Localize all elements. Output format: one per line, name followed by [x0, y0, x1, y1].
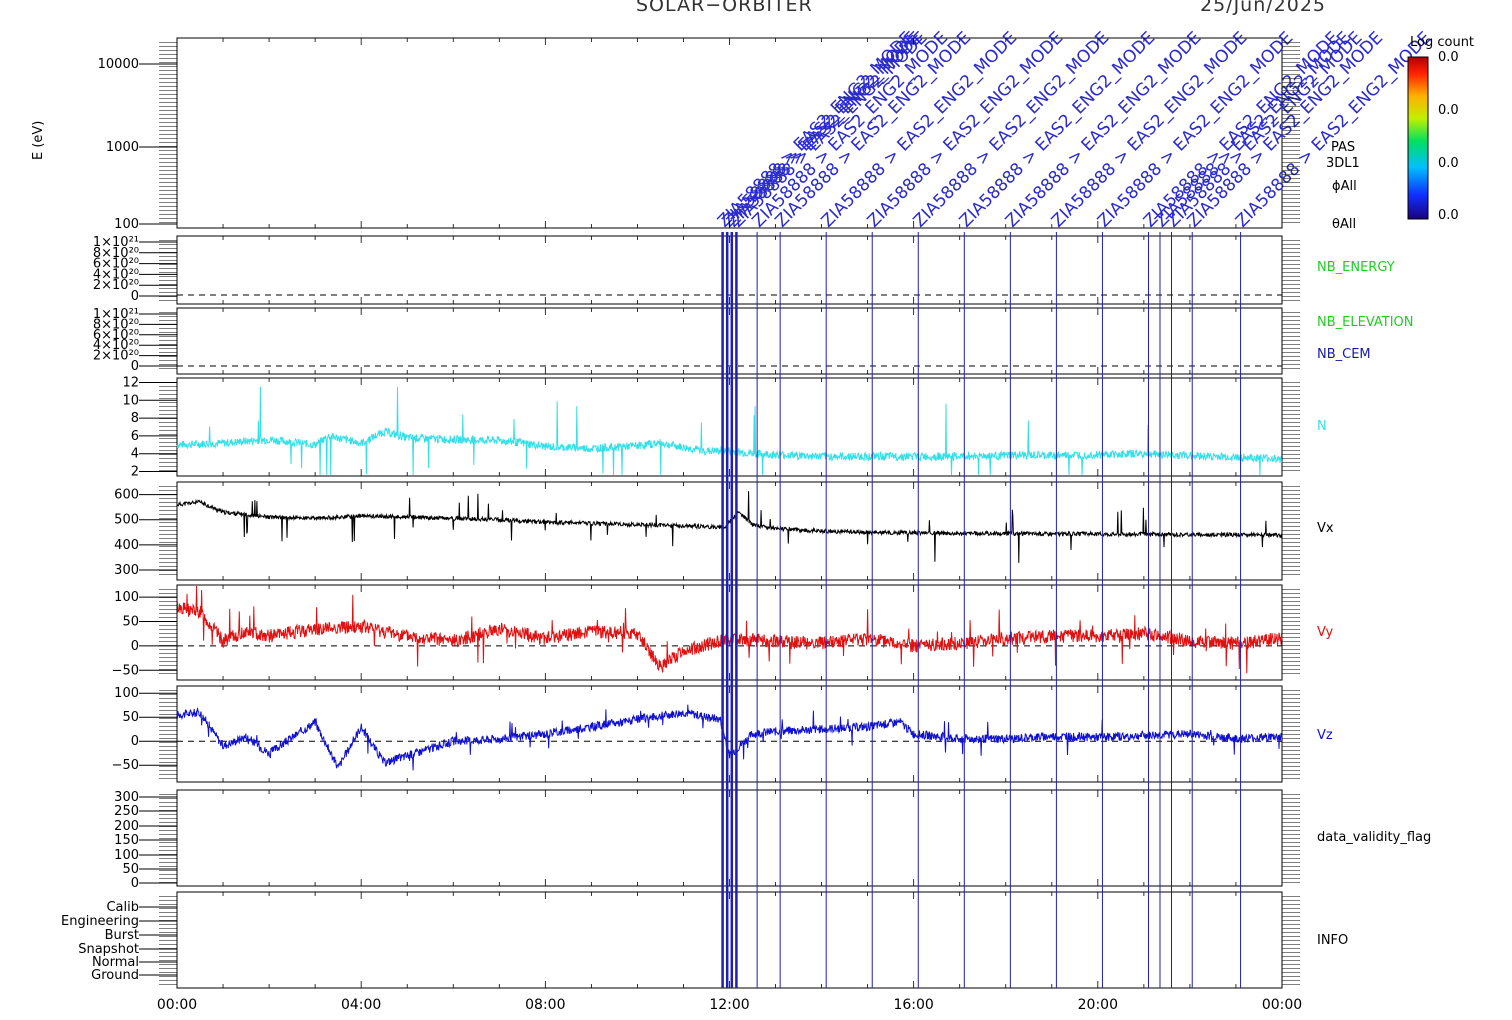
y-tick-label-n: 10 — [122, 393, 139, 408]
x-tick-label: 20:00 — [1078, 997, 1118, 1013]
y-tick-label-vy: −50 — [112, 663, 139, 678]
y-tick-label-nb_elevation: 1×10²¹ — [93, 307, 139, 322]
colorbar-title: Log count — [1410, 35, 1475, 50]
panel-frame-vx — [176, 481, 1283, 581]
colorbar — [1407, 56, 1429, 220]
label-n: N — [1317, 419, 1327, 434]
x-tick-label: 16:00 — [893, 997, 933, 1013]
y-tick-label-n: 6 — [131, 429, 139, 444]
colorbar-tick: 0.0 — [1438, 50, 1459, 65]
y-tick-label-n: 8 — [131, 411, 139, 426]
panel-frame-n — [176, 377, 1283, 477]
label-pas: PAS — [1331, 140, 1356, 155]
y-tick-label-nb_elevation: 4×10²⁰ — [93, 338, 139, 353]
series-line-n — [176, 386, 1283, 476]
label-vy: Vy — [1317, 625, 1334, 640]
y-tick-label-energy: 1000 — [106, 140, 139, 155]
series-line-vx — [176, 491, 1283, 563]
series-line-vz — [176, 704, 1283, 771]
y-tick-label-validity: 0 — [131, 876, 139, 891]
y-tick-label-nb_energy: 4×10²⁰ — [93, 267, 139, 282]
x-tick-label: 00:00 — [157, 997, 197, 1013]
y-tick-label-info: Calib — [106, 900, 139, 915]
y-tick-label-vz: 50 — [122, 710, 139, 725]
label-nb-energy: NB_ENERGY — [1317, 260, 1395, 275]
y-tick-label-nb_energy: 8×10²⁰ — [93, 246, 139, 261]
y-tick-label-info: Burst — [105, 928, 139, 943]
label-theta: θAll — [1332, 217, 1357, 232]
x-tick-label: 00:00 — [1262, 997, 1302, 1013]
y-tick-label-validity: 100 — [114, 848, 139, 863]
colorbar-tick: 0.0 — [1438, 103, 1459, 118]
y-tick-label-info: Normal — [92, 955, 139, 970]
label-phi: ϕAll — [1332, 179, 1357, 194]
colorbar-tick: 0.0 — [1438, 156, 1459, 171]
y-tick-label-validity: 50 — [122, 862, 139, 877]
panel-frame-nb_elevation — [176, 307, 1283, 375]
y-tick-label-n: 4 — [131, 447, 139, 462]
y-tick-label-nb_elevation: 8×10²⁰ — [93, 317, 139, 332]
y-tick-label-vz: −50 — [112, 758, 139, 773]
y-tick-label-validity: 150 — [114, 833, 139, 848]
y-tick-label-nb_energy: 6×10²⁰ — [93, 257, 139, 272]
label-vx: Vx — [1317, 521, 1334, 536]
y-tick-label-energy: 100 — [114, 217, 139, 232]
y-tick-label-nb_energy: 2×10²⁰ — [93, 278, 139, 293]
plot-title: SOLAR−ORBITER — [636, 0, 813, 16]
y-tick-label-vy: 50 — [122, 615, 139, 630]
series-line-vy — [176, 585, 1283, 674]
energy-axis-label: E (eV) — [31, 121, 46, 160]
y-tick-label-nb_elevation: 6×10²⁰ — [93, 328, 139, 343]
y-tick-label-n: 12 — [122, 375, 139, 390]
plot-date: 25/Jun/2025 — [1200, 0, 1327, 16]
panel-frame-nb_energy — [176, 235, 1283, 305]
label-validity: data_validity_flag — [1317, 830, 1432, 845]
y-tick-label-vz: 100 — [114, 686, 139, 701]
y-tick-label-nb_energy: 0 — [131, 289, 139, 304]
label-vz: Vz — [1317, 728, 1333, 743]
y-tick-label-vz: 0 — [131, 734, 139, 749]
y-tick-label-vy: 100 — [114, 590, 139, 605]
panel-frame-validity — [176, 789, 1283, 887]
x-tick-label: 04:00 — [341, 997, 381, 1013]
y-tick-label-energy: 10000 — [98, 57, 139, 72]
y-tick-label-vx: 500 — [114, 513, 139, 528]
y-tick-label-info: Engineering — [61, 914, 139, 929]
y-tick-label-info: Snapshot — [78, 942, 139, 957]
y-tick-label-n: 2 — [131, 465, 139, 480]
y-tick-label-vy: 0 — [131, 639, 139, 654]
x-tick-label: 08:00 — [525, 997, 565, 1013]
y-tick-label-validity: 200 — [114, 819, 139, 834]
panel-frame-info — [176, 891, 1283, 989]
y-tick-label-vx: 600 — [114, 488, 139, 503]
label-nb-elevation: NB_ELEVATION — [1317, 315, 1414, 330]
label-info: INFO — [1317, 933, 1349, 948]
y-tick-label-validity: 300 — [114, 790, 139, 805]
y-tick-label-info: Ground — [91, 968, 139, 983]
x-tick-label: 12:00 — [709, 997, 749, 1013]
y-tick-label-nb_elevation: 0 — [131, 359, 139, 374]
y-tick-label-vx: 400 — [114, 538, 139, 553]
colorbar-tick: 0.0 — [1438, 208, 1459, 223]
y-tick-label-nb_elevation: 2×10²⁰ — [93, 349, 139, 364]
y-tick-label-validity: 250 — [114, 804, 139, 819]
y-tick-label-vx: 300 — [114, 563, 139, 578]
label-3dl1: 3DL1 — [1326, 156, 1360, 171]
label-nb-cem: NB_CEM — [1317, 347, 1371, 362]
y-tick-label-nb_energy: 1×10²¹ — [93, 235, 139, 250]
